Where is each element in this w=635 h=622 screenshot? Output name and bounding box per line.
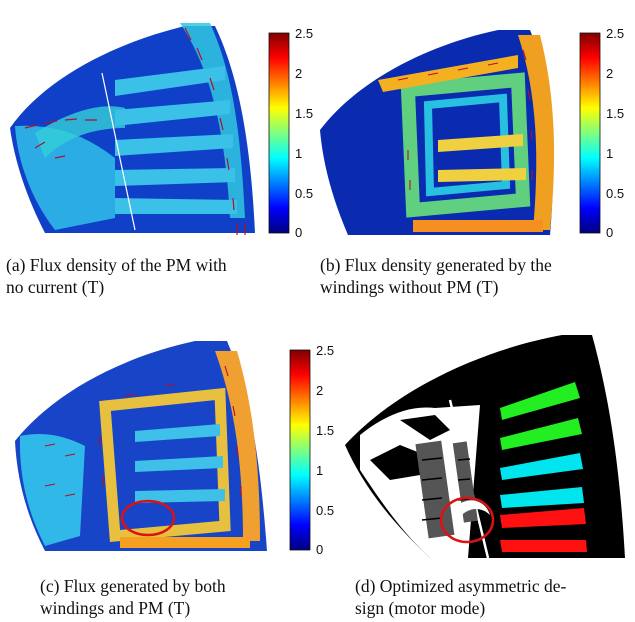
colorbar-a-tick-1: 2 xyxy=(295,66,302,81)
flux-region-c-right xyxy=(215,351,260,541)
caption-b-line1: (b) Flux density generated by the xyxy=(320,255,552,275)
highlight-circle-d xyxy=(439,496,495,544)
colorbar-a-tick-0: 2.5 xyxy=(295,26,313,41)
colorbar-b xyxy=(579,32,601,234)
caption-d-line1: (d) Optimized asymmetric de- xyxy=(355,576,567,596)
flux-region-c-bottom xyxy=(120,537,250,548)
panel-b-plot: 2.5 2 1.5 1 0.5 0 xyxy=(320,26,624,240)
slot-cyan-1 xyxy=(500,453,583,480)
colorbar-c-tick-3: 1 xyxy=(316,463,323,478)
colorbar-c-tick-4: 0.5 xyxy=(316,503,334,518)
colorbar-a-tick-2: 1.5 xyxy=(295,106,313,121)
ferro-islands-d xyxy=(370,415,450,480)
colorbar-c-tick-5: 0 xyxy=(316,542,323,557)
flux-region-b-bottom xyxy=(413,220,543,232)
colorbar-a-tick-5: 0 xyxy=(295,225,302,240)
colorbar-a xyxy=(268,32,290,234)
highlight-circle-c xyxy=(120,499,176,537)
slot-green-2 xyxy=(500,418,582,450)
flux-region-a1 xyxy=(15,125,115,230)
white-crescent-d xyxy=(452,500,490,520)
winding-ring-c xyxy=(99,387,231,542)
flux-arrows-a xyxy=(24,27,246,235)
slot-green-1 xyxy=(500,382,580,420)
airgap-line-a xyxy=(101,72,136,231)
tooth-group-a xyxy=(115,66,237,214)
magnet-block-d1 xyxy=(415,440,455,539)
tooth-group-b xyxy=(438,134,526,182)
slot-group-d xyxy=(500,382,587,552)
flux-region-c-left xyxy=(19,434,85,546)
flux-arrows-b xyxy=(397,49,533,190)
caption-b: (b) Flux density generated by the windin… xyxy=(320,254,626,298)
caption-c: (c) Flux generated by both windings and … xyxy=(40,575,300,619)
winding-ring-b-inner xyxy=(423,93,511,197)
colorbar-c xyxy=(289,349,311,551)
flux-region-a2 xyxy=(35,106,125,158)
caption-b-line2: windings without PM (T) xyxy=(320,277,499,297)
caption-d-line2: sign (motor mode) xyxy=(355,598,486,618)
colorbar-c-tick-1: 2 xyxy=(316,383,323,398)
tooth-group-c xyxy=(135,424,225,503)
colorbar-c-tick-0: 2.5 xyxy=(316,343,334,358)
winding-ring-b xyxy=(400,72,531,218)
flux-region-b-top xyxy=(378,55,518,92)
caption-c-line1: (c) Flux generated by both xyxy=(40,576,226,596)
caption-c-line2: windings and PM (T) xyxy=(40,598,191,618)
colorbar-b-tick-1: 2 xyxy=(606,66,613,81)
colorbar-b-tick-2: 1.5 xyxy=(606,106,624,121)
slot-red-1 xyxy=(500,508,586,528)
colorbar-b-tick-0: 2.5 xyxy=(606,26,624,41)
colorbar-b-tick-4: 0.5 xyxy=(606,186,624,201)
panel-d-plot xyxy=(345,335,625,559)
panel-c-plot: 2.5 2 1.5 1 0.5 0 xyxy=(15,341,334,557)
caption-d: (d) Optimized asymmetric de- sign (motor… xyxy=(355,575,625,619)
colorbar-a-tick-3: 1 xyxy=(295,146,302,161)
colorbar-a-tick-4: 0.5 xyxy=(295,186,313,201)
colorbar-b-tick-5: 0 xyxy=(606,225,613,240)
colorbar-b-tick-3: 1 xyxy=(606,146,613,161)
caption-a: (a) Flux density of the PM with no curre… xyxy=(6,254,306,298)
flux-region-b-right xyxy=(518,35,555,230)
magnet-arrows-d xyxy=(421,457,471,521)
caption-a-line1: (a) Flux density of the PM with xyxy=(6,255,227,275)
colorbar-c-tick-2: 1.5 xyxy=(316,423,334,438)
slot-cyan-2 xyxy=(500,487,584,508)
caption-a-line2: no current (T) xyxy=(6,277,105,297)
panel-a-plot: 2.5 2 1.5 1 0.5 0 xyxy=(10,23,313,240)
flux-arrows-c xyxy=(44,365,242,497)
slot-red-2 xyxy=(500,540,587,552)
